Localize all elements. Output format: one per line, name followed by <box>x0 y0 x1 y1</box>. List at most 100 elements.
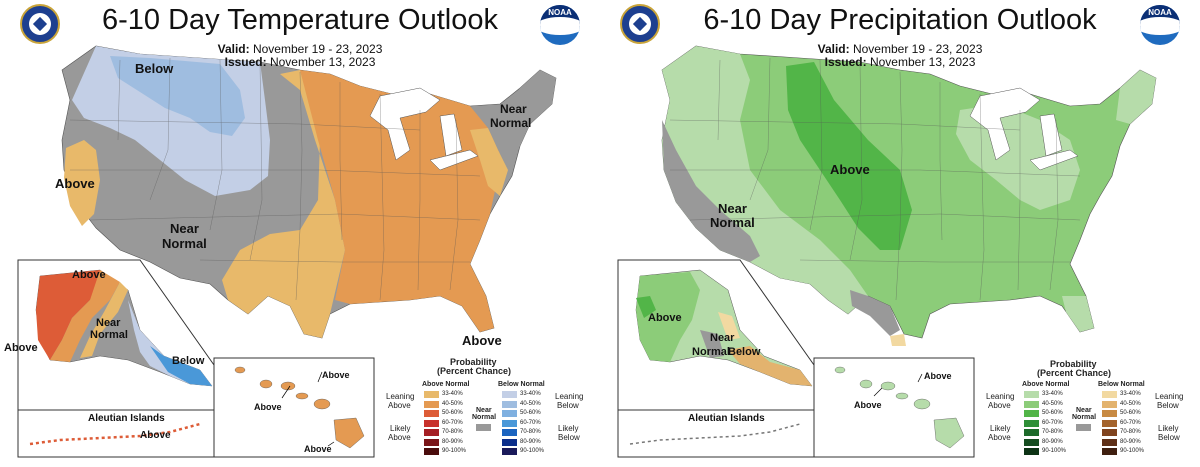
above-east-lean <box>222 70 345 338</box>
legend-col-left: Above Normal <box>1022 381 1070 388</box>
map-label: Near <box>718 201 747 216</box>
legend-range-label: 33-40% <box>1042 391 1063 397</box>
map-label: Above <box>304 444 332 454</box>
legend-range-label: 80-90% <box>1042 438 1063 445</box>
lean-above-west <box>662 46 868 314</box>
page-title: 6-10 Day Precipitation Outlook <box>703 4 1097 36</box>
legend-swatch-above <box>1024 400 1039 408</box>
alaska-below <box>728 346 812 386</box>
map-label: Below <box>728 346 761 358</box>
legend-swatch-above <box>424 391 439 398</box>
map-label: Near <box>710 332 735 344</box>
legend-range-label: 60-70% <box>520 419 541 426</box>
legend-label: Leaning <box>555 392 584 401</box>
lean-ne <box>470 128 508 196</box>
state-borders <box>669 57 1081 301</box>
legend-swatch-below <box>502 419 517 427</box>
temperature-panel: NOAA 6-10 Day Temperature Outlook Valid:… <box>0 0 600 467</box>
legend-label: Above <box>988 401 1011 410</box>
map-label: Above <box>140 430 171 441</box>
legend-range-label: 70-80% <box>520 429 541 435</box>
legend-range-label: 50-60% <box>442 410 463 416</box>
map-label: Above <box>4 342 38 354</box>
map-label: Above <box>322 370 350 380</box>
legend-range-label: 90-100% <box>442 448 467 454</box>
legend-swatch-above <box>1024 391 1039 398</box>
map-label: Normal <box>162 236 207 251</box>
hawaii-islands <box>834 366 965 449</box>
legend-label: Near <box>1076 407 1092 414</box>
above-west-region <box>64 140 100 226</box>
map-label: Below <box>172 355 205 367</box>
legend-label: Above <box>988 433 1011 442</box>
legend-label: Likely <box>1158 424 1179 433</box>
noaa-logo-icon: NOAA <box>540 5 580 45</box>
legend-label: Above <box>388 401 411 410</box>
legend-range-label: 50-60% <box>1120 410 1141 416</box>
legend-range-label: 60-70% <box>1042 419 1063 426</box>
legend-range-label: 40-50% <box>442 400 463 407</box>
legend-label: Above <box>388 433 411 442</box>
legend-swatch-above <box>1024 429 1039 436</box>
legend-range-label: 70-80% <box>1042 429 1063 435</box>
valid-line: Valid: November 19 - 23, 2023 <box>817 42 983 56</box>
legend-label: Normal <box>1072 414 1097 421</box>
doc-seal-icon <box>20 4 60 44</box>
legend-label: Below <box>1158 433 1180 442</box>
aleutian-inset-frame <box>17 409 215 458</box>
precipitation-panel: NOAA 6-10 Day Precipitation Outlook Vali… <box>600 0 1200 467</box>
legend-swatch-below <box>1102 400 1117 408</box>
legend-swatch-above <box>424 419 439 427</box>
legend-swatch-near <box>476 424 491 431</box>
below-region-darker <box>110 56 245 136</box>
map-label: Normal <box>710 215 755 230</box>
map-label: Above <box>648 312 682 324</box>
map-label: Near <box>170 221 199 236</box>
map-label: Normal <box>90 329 128 341</box>
legend-swatch-near <box>1076 424 1091 431</box>
page-title: 6-10 Day Temperature Outlook <box>101 4 498 36</box>
below-tx-tip <box>890 334 906 346</box>
legend-swatch-below <box>1102 438 1117 446</box>
issued-line: Issued: November 13, 2023 <box>824 55 976 69</box>
legend-swatch-above <box>424 448 439 455</box>
doc-seal-icon <box>620 4 660 44</box>
legend-swatch-below <box>1102 410 1117 417</box>
legend-label: Below <box>557 401 579 410</box>
legend-label: Leaning <box>986 392 1015 401</box>
legend-label: Likely <box>390 424 411 433</box>
alaska-above-dark <box>36 270 110 360</box>
precipitation-map <box>617 45 1157 458</box>
legend-label: Near <box>476 407 492 414</box>
legend-range-label: 40-50% <box>1120 400 1141 407</box>
legend-swatch-above <box>1024 438 1039 446</box>
legend-swatch-above <box>1024 410 1039 417</box>
near-normal-west <box>662 120 760 262</box>
legend-swatch-below <box>1102 448 1117 455</box>
legend-swatch-below <box>1102 419 1117 427</box>
map-label: Near <box>96 317 121 329</box>
legend-swatch-below <box>502 429 517 436</box>
aleutian-inset-frame <box>617 409 815 458</box>
alaska-below <box>128 300 212 386</box>
map-label: Near <box>500 102 527 116</box>
legend-swatch-above <box>1024 419 1039 427</box>
aleutian-label: Aleutian Islands <box>88 413 165 424</box>
map-label: Above <box>55 176 95 191</box>
legend-title: Probability <box>1050 359 1097 369</box>
valid-line: Valid: November 19 - 23, 2023 <box>217 42 383 56</box>
legend-swatch-above <box>424 429 439 436</box>
legend-swatch-above <box>424 400 439 408</box>
hawaii-leader-lines <box>281 371 335 447</box>
lean-above-ne <box>1116 70 1156 124</box>
legend-range-label: 70-80% <box>442 429 463 435</box>
alaska-below-dark <box>150 346 212 386</box>
legend-swatch-below <box>502 448 517 455</box>
legend-swatch-below <box>1102 391 1117 398</box>
legend-swatch-above <box>1024 448 1039 455</box>
legend-range-label: 80-90% <box>442 438 463 445</box>
temperature-map <box>17 45 557 458</box>
legend-range-label: 40-50% <box>1042 400 1063 407</box>
alaska-lean-above <box>80 282 128 358</box>
alaska-above <box>50 270 120 362</box>
